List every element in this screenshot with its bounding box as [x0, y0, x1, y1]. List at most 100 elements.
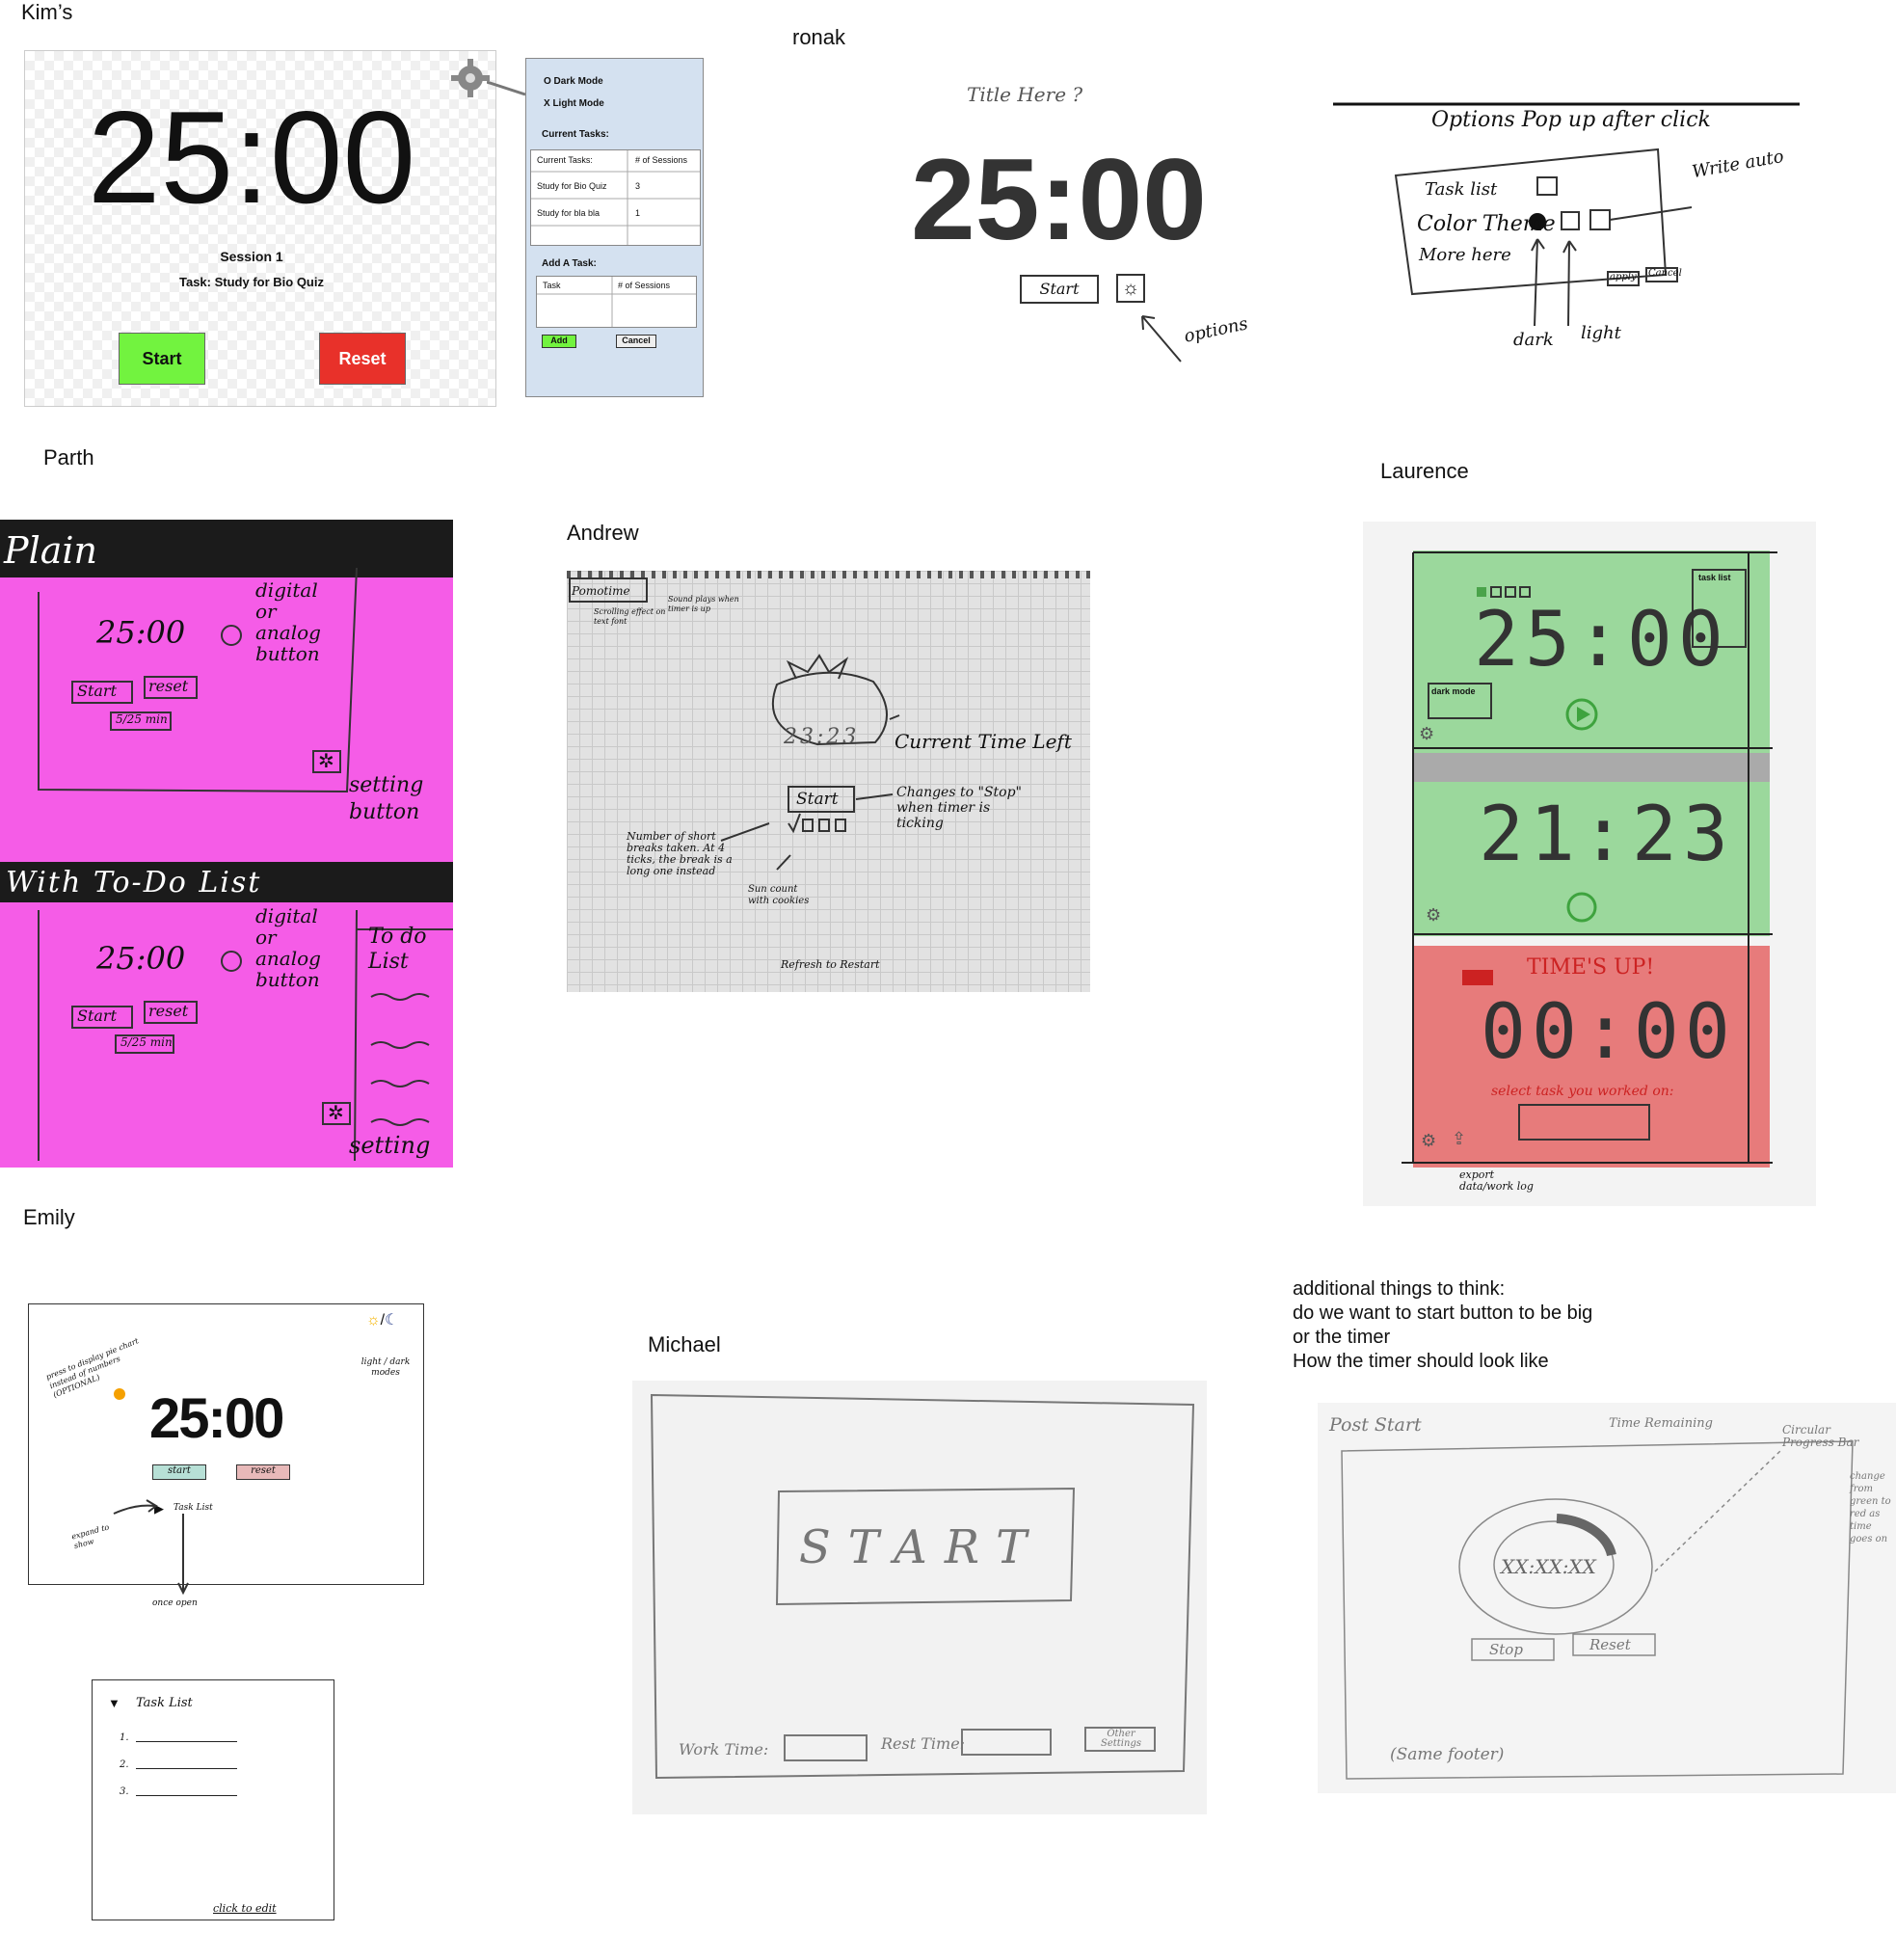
kim-task: Task: Study for Bio Quiz [179, 275, 324, 289]
ronak-popup-heading: Options Pop up after click [1431, 108, 1711, 132]
current-tasks-table: Current Tasks: # of Sessions Study for B… [530, 149, 701, 246]
additional-line-1: do we want to start button to be big [1293, 1302, 1593, 1324]
gear-icon[interactable]: ⚙ [1421, 1131, 1437, 1150]
parth-reset-plain[interactable]: reset [148, 677, 189, 695]
andrew-timer: 23:23 [784, 725, 860, 749]
emily-task-list-toggle[interactable]: Task List [174, 1503, 213, 1513]
additional-stop-button[interactable]: Stop [1489, 1641, 1523, 1658]
emily-task-list-panel: ▼ Task List 1. 2. 3. click to edit [92, 1679, 334, 1920]
sun-moon-icon[interactable]: ☼/☾ [366, 1312, 399, 1329]
ronak-popup-item-2: More here [1419, 245, 1511, 265]
ronak-timer: 25:00 [911, 135, 1207, 264]
laurence-select-task: select task you worked on: [1491, 1084, 1674, 1099]
kim-arrow [487, 80, 526, 96]
andrew-changes-note: Changes to "Stop" when timer is ticking [896, 785, 1022, 831]
emily-list-num-1: 1. [120, 1732, 129, 1743]
laurence-task-list-icon[interactable]: task list [1698, 573, 1731, 582]
additional-post-start: Post Start [1329, 1414, 1422, 1436]
additional-notes: additional things to think: do we want t… [1293, 1277, 1592, 1374]
parth-start-todo[interactable]: Start [77, 1007, 118, 1025]
ronak-start-button[interactable]: Start [1020, 275, 1099, 304]
parth-author: Parth [43, 445, 94, 470]
andrew-pomotime: Pomotime [572, 584, 630, 598]
sun-icon[interactable]: ☼ [1116, 274, 1145, 303]
andrew-author: Andrew [567, 521, 639, 545]
parth-setting: setting [349, 1132, 431, 1159]
laurence-timer-1: 25:00 [1474, 597, 1729, 684]
andrew-sun-note: Sun count with cookies [748, 884, 810, 906]
emily-once-open: once open [152, 1598, 198, 1608]
cancel-button[interactable]: Cancel [616, 335, 656, 348]
add-button[interactable]: Add [542, 335, 576, 348]
additional-line-3: How the timer should look like [1293, 1351, 1549, 1372]
add-task-table[interactable]: Task # of Sessions [536, 276, 697, 328]
michael-work-time: Work Time: [679, 1740, 769, 1759]
gear-icon[interactable]: ⚙ [1419, 724, 1435, 743]
kim-start-button[interactable]: Start [119, 333, 205, 385]
andrew-start-button[interactable]: Start [796, 790, 839, 809]
parth-timer-plain: 25:00 [96, 614, 186, 651]
andrew-breaks-note: Number of short breaks taken. At 4 ticks… [627, 830, 733, 877]
additional-footer: (Same footer) [1390, 1745, 1505, 1764]
additional-time-remaining: Time Remaining [1609, 1416, 1713, 1431]
parth-todo-list-label: To do List [368, 925, 427, 974]
additional-line-0: additional things to think: [1293, 1278, 1506, 1300]
michael-sketch: START Work Time: Rest Time: Other Settin… [632, 1381, 1207, 1814]
ronak-options-note: options [1182, 313, 1250, 347]
laurence-author: Laurence [1380, 459, 1469, 483]
emily-reset-button[interactable]: reset [236, 1464, 290, 1480]
emily-list-num-3: 3. [120, 1786, 129, 1797]
gear-icon[interactable]: ⚙ [1426, 905, 1442, 925]
andrew-current-time: Current Time Left [895, 730, 1072, 753]
kim-timer: 25:00 [87, 84, 416, 230]
parth-plain: Plain [4, 529, 98, 572]
export-icon[interactable]: ⇪ [1452, 1129, 1467, 1148]
emily-list-heading: Task List [136, 1696, 193, 1710]
ronak-author: ronak [792, 25, 846, 49]
emily-mode-note: light / dark modes [361, 1357, 411, 1378]
parth-mins-plain: 5/25 min [116, 712, 168, 726]
michael-start-button[interactable]: START [798, 1520, 1045, 1574]
parth-reset-todo[interactable]: reset [148, 1002, 189, 1020]
parth-setting-note: setting button [349, 773, 424, 824]
emily-start-button[interactable]: start [152, 1464, 206, 1480]
ronak-options-arrow [1141, 315, 1182, 362]
michael-author: Michael [648, 1332, 721, 1356]
light-mode-option[interactable]: X Light Mode [544, 98, 604, 109]
laurence-dark-mode[interactable]: dark mode [1431, 686, 1476, 696]
emily-main-frame: ☼/☾ light / dark modes press to display … [28, 1303, 424, 1585]
dark-mode-option[interactable]: O Dark Mode [544, 76, 603, 87]
pie-chart-icon[interactable] [114, 1388, 125, 1400]
additional-reset-button[interactable]: Reset [1589, 1636, 1631, 1653]
ronak-light: light [1581, 323, 1621, 343]
michael-rest-time: Rest Time: [881, 1734, 966, 1753]
emily-author: Emily [23, 1205, 75, 1229]
ronak-cancel[interactable]: Cancel [1648, 268, 1682, 279]
additional-line-2: or the timer [1293, 1327, 1391, 1348]
andrew-sound-note: Sound plays when timer is up [668, 595, 739, 613]
triangle-right-icon[interactable]: ▶ [154, 1501, 164, 1516]
additional-timer: XX:XX:XX [1501, 1555, 1596, 1578]
emily-arrows [113, 1499, 189, 1596]
parth-digital-note-2: digital or analog button [255, 904, 321, 991]
gear-icon[interactable]: ✲ [328, 1103, 344, 1124]
emily-click-edit[interactable]: click to edit [213, 1902, 277, 1915]
laurence-timer-3: 00:00 [1481, 989, 1736, 1076]
michael-other-settings[interactable]: Other Settings [1101, 1729, 1141, 1749]
emily-timer: 25:00 [149, 1387, 284, 1450]
kim-reset-button[interactable]: Reset [319, 333, 406, 385]
laurence-times-up: TIME'S UP! [1527, 955, 1655, 980]
ronak-popup-item-0: Task list [1425, 179, 1498, 200]
ronak-popup-item-1: Color Theme [1417, 212, 1556, 236]
andrew-refresh-note: Refresh to Restart [781, 958, 880, 971]
add-task-heading: Add A Task: [542, 258, 597, 269]
emily-pie-note: press to display pie chart instead of nu… [44, 1336, 140, 1400]
triangle-down-icon[interactable]: ▼ [108, 1696, 120, 1710]
ronak-apply[interactable]: apply [1610, 272, 1637, 282]
gear-icon[interactable] [449, 57, 492, 99]
andrew-sketch: Pomotime 23:23 Current Time Left Start C… [567, 571, 1090, 992]
kim-session: Session 1 [220, 249, 283, 264]
laurence-timer-2: 21:23 [1479, 792, 1734, 878]
gear-icon[interactable]: ✲ [318, 751, 334, 772]
parth-start-plain[interactable]: Start [77, 682, 118, 700]
